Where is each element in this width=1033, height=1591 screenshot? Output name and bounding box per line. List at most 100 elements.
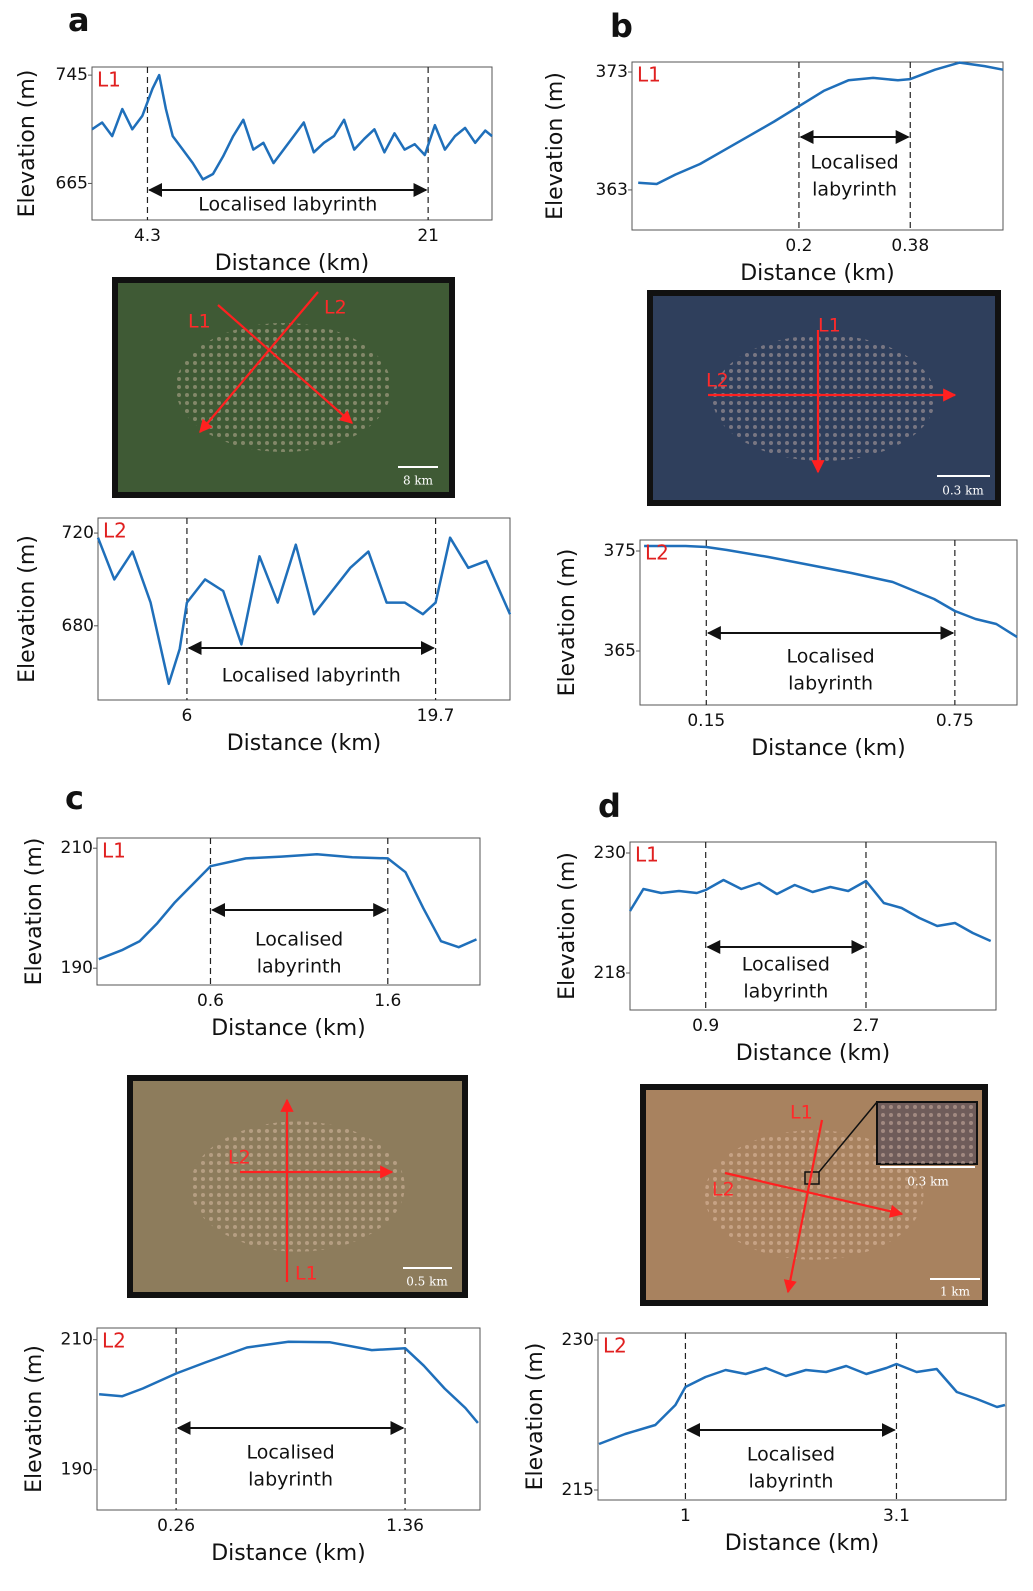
- transect-arrow: [783, 1119, 824, 1294]
- y-tick-label: 210: [61, 1330, 93, 1350]
- transect-label: L1: [818, 315, 841, 337]
- x-tick-label: 0.2: [785, 236, 812, 256]
- annotation: Localised labyrinth: [222, 665, 401, 687]
- x-axis-label: Distance (km): [215, 251, 370, 276]
- elevation-line: [98, 852, 478, 961]
- y-tick-label: 680: [62, 616, 94, 636]
- profile-label: L2: [102, 1329, 126, 1353]
- labyrinth-area: [190, 1121, 405, 1252]
- annotation: labyrinth: [743, 981, 828, 1003]
- plot-frame: [639, 539, 1018, 706]
- annotation: labyrinth: [812, 179, 897, 201]
- scale-label: 0.3 km: [907, 1175, 949, 1189]
- panel-letter: c: [65, 779, 84, 817]
- y-axis-label: Elevation (m): [22, 1345, 47, 1493]
- transect-label: L1: [790, 1102, 813, 1124]
- x-axis-label: Distance (km): [751, 736, 906, 761]
- transect-arrow: [199, 291, 319, 434]
- y-tick-label: 190: [61, 958, 93, 978]
- transect-label: L1: [188, 311, 211, 333]
- plot-frame: [97, 517, 511, 701]
- x-axis-label: Distance (km): [736, 1041, 891, 1066]
- x-tick-label: 3.1: [883, 1506, 910, 1526]
- y-axis-label: Elevation (m): [22, 838, 47, 986]
- plot-frame: [629, 841, 997, 1011]
- x-tick-label: 6: [182, 706, 193, 726]
- x-axis-label: Distance (km): [211, 1016, 366, 1041]
- elevation-line: [638, 61, 1004, 186]
- annotation: Localised: [255, 929, 343, 951]
- y-tick-label: 720: [62, 523, 94, 543]
- x-axis-label: Distance (km): [211, 1541, 366, 1566]
- plot-frame: [96, 837, 481, 986]
- annotation: labyrinth: [788, 673, 873, 695]
- x-axis-label: Distance (km): [725, 1531, 880, 1556]
- y-tick-label: 363: [596, 180, 628, 200]
- inset-image-pattern: [877, 1102, 977, 1164]
- profile-label: L1: [97, 68, 121, 92]
- labyrinth-area: [712, 335, 936, 461]
- y-tick-label: 190: [61, 1460, 93, 1480]
- panel-letter: d: [598, 787, 621, 825]
- x-axis-label: Distance (km): [740, 261, 895, 286]
- y-tick-label: 210: [61, 838, 93, 858]
- y-tick-label: 230: [562, 1330, 594, 1350]
- elevation-line: [96, 536, 512, 686]
- y-tick-label: 215: [562, 1480, 594, 1500]
- transect-label: L1: [295, 1263, 318, 1285]
- profile-label: L1: [102, 839, 126, 863]
- profile-label: L1: [637, 63, 661, 87]
- x-tick-label: 0.6: [197, 991, 224, 1011]
- transect-arrow: [217, 304, 353, 424]
- y-axis-label: Elevation (m): [15, 70, 40, 218]
- annotation: Localised: [246, 1442, 334, 1464]
- profile-label: L2: [603, 1334, 627, 1358]
- labyrinth-area: [175, 323, 392, 452]
- panel-letter: a: [68, 1, 90, 39]
- x-tick-label: 1.36: [386, 1516, 424, 1536]
- y-tick-label: 365: [604, 641, 636, 661]
- x-tick-label: 0.15: [687, 711, 725, 731]
- panel-letter: b: [610, 7, 633, 45]
- y-tick-label: 745: [56, 65, 88, 85]
- elevation-line: [628, 878, 992, 943]
- elevation-line: [91, 73, 493, 181]
- y-tick-label: 230: [594, 843, 626, 863]
- y-tick-label: 375: [604, 541, 636, 561]
- profile-label: L1: [635, 843, 659, 867]
- x-tick-label: 0.75: [936, 711, 974, 731]
- y-axis-label: Elevation (m): [523, 1343, 548, 1491]
- x-tick-label: 1.6: [374, 991, 401, 1011]
- y-axis-label: Elevation (m): [555, 549, 580, 697]
- transect-label: L2: [712, 1179, 735, 1201]
- plot-frame: [91, 66, 493, 221]
- plot-frame: [631, 61, 1004, 231]
- satellite-image: [127, 1075, 468, 1298]
- elevation-line: [598, 1362, 1006, 1446]
- x-tick-label: 0.38: [891, 236, 929, 256]
- x-tick-label: 21: [417, 226, 439, 246]
- annotation: Localised: [811, 152, 899, 174]
- annotation: labyrinth: [257, 956, 342, 978]
- profile-label: L2: [103, 519, 127, 543]
- elevation-line: [644, 544, 1018, 639]
- annotation: labyrinth: [248, 1469, 333, 1491]
- x-axis-label: Distance (km): [227, 731, 382, 756]
- y-axis-label: Elevation (m): [15, 535, 40, 683]
- labyrinth-area: [704, 1130, 924, 1260]
- annotation: Localised: [742, 954, 830, 976]
- transect-label: L2: [324, 297, 347, 319]
- scale-label: 0.3 km: [942, 484, 984, 498]
- annotation: labyrinth: [749, 1471, 834, 1493]
- x-tick-label: 1: [680, 1506, 691, 1526]
- annotation: Localised labyrinth: [198, 194, 377, 216]
- profile-label: L2: [645, 541, 669, 565]
- x-tick-label: 0.26: [157, 1516, 195, 1536]
- x-tick-label: 2.7: [852, 1016, 879, 1036]
- x-tick-label: 0.9: [692, 1016, 719, 1036]
- elevation-line: [98, 1340, 479, 1424]
- scale-label: 1 km: [940, 1285, 971, 1299]
- x-tick-label: 19.7: [417, 706, 455, 726]
- y-tick-label: 373: [596, 62, 628, 82]
